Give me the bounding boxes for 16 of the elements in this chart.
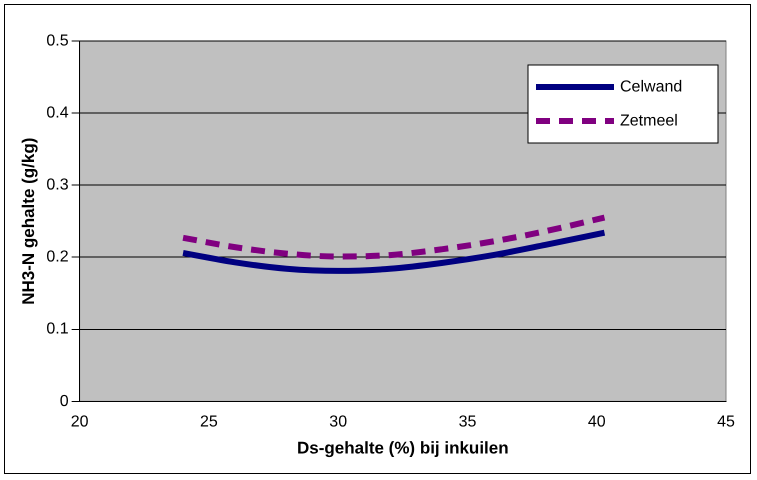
y-tick-label: 0 <box>60 392 69 410</box>
x-tick-label: 45 <box>717 413 735 430</box>
legend-label: Zetmeel <box>620 112 678 130</box>
x-tick-label: 30 <box>329 413 348 430</box>
x-tick-label: 40 <box>588 413 606 430</box>
y-tick-label: 0.5 <box>46 32 69 50</box>
y-tick-label: 0.3 <box>46 176 69 194</box>
x-tick-label: 35 <box>458 413 476 430</box>
y-axis-title: NH3-N gehalte (g/kg) <box>18 138 38 305</box>
legend-label: Celwand <box>620 78 682 96</box>
x-tick-label: 25 <box>200 413 218 430</box>
x-tick-label: 20 <box>70 413 89 430</box>
y-tick-label: 0.2 <box>46 248 69 266</box>
x-axis-title: Ds-gehalte (%) bij inkuilen <box>297 438 509 458</box>
y-tick-label: 0.1 <box>46 320 69 338</box>
y-tick-label: 0.4 <box>46 104 69 122</box>
